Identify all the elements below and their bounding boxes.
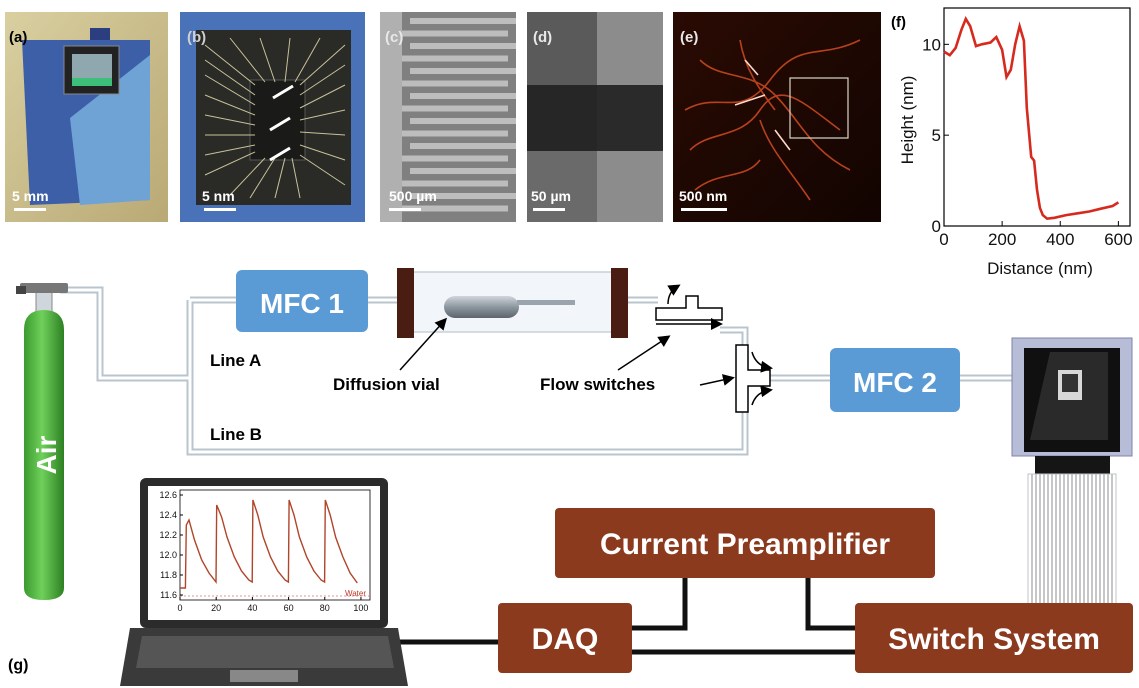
electrode-finger <box>410 18 516 24</box>
y-tick-label: 12.2 <box>159 530 177 540</box>
panel-c-scale-bar <box>389 208 421 211</box>
panel-e: (e) 500 nm <box>673 12 881 222</box>
y-tick-label: 11.8 <box>160 570 177 580</box>
preamp-box: Current Preamplifier <box>555 508 935 578</box>
panel-e-scale-bar <box>681 208 727 211</box>
panel-d-scale-bar <box>533 208 565 211</box>
electrode-finger <box>402 80 508 87</box>
y-tick-label: 12.6 <box>159 490 177 500</box>
sensor-package <box>1011 337 1133 605</box>
f-ylabel: Height (nm) <box>898 76 917 165</box>
mfc2-label: MFC 2 <box>853 367 937 398</box>
line-b-label: Line B <box>210 425 262 444</box>
preamp-label: Current Preamplifier <box>600 528 890 561</box>
y-tick-label: 0 <box>932 217 941 236</box>
panel-b-tag: (b) <box>187 29 206 46</box>
daq-label: DAQ <box>532 623 599 656</box>
panel-a-tag: (a) <box>9 29 27 46</box>
x-tick-label: 200 <box>988 230 1016 249</box>
electrode-finger <box>402 155 508 162</box>
switch-system-box: Switch System <box>855 603 1133 673</box>
x-tick-label: 400 <box>1046 230 1074 249</box>
diffusion-vial <box>444 296 519 318</box>
panel-f-chart: (f) Distance (nm) Height (nm) 0 200 400 600… <box>891 7 1133 278</box>
f-xlabel: Distance (nm) <box>987 259 1093 278</box>
panel-a-scale: 5 mm <box>12 188 49 204</box>
x-tick-label: 40 <box>247 603 257 613</box>
panel-d-scale: 50 µm <box>531 188 571 204</box>
diffusion-vial-label: Diffusion vial <box>333 375 440 394</box>
y-tick-label: 11.6 <box>160 590 177 600</box>
mfc2-box: MFC 2 <box>830 348 960 412</box>
daq-box: DAQ <box>498 603 632 673</box>
panel-e-tag: (e) <box>680 29 698 46</box>
flow-switches-label: Flow switches <box>540 375 655 394</box>
panel-g: Air MFC 1 MFC 2 <box>8 268 1133 686</box>
panel-g-tag: (g) <box>8 657 28 674</box>
mfc1-label: MFC 1 <box>260 288 344 319</box>
electrode-finger <box>402 55 508 62</box>
laptop <box>120 478 408 686</box>
plot-frame <box>179 489 371 601</box>
flow-switch-2 <box>735 344 773 413</box>
panel-b-scale-bar <box>204 208 236 211</box>
flow-switch-1 <box>655 284 723 330</box>
y-tick-label: 5 <box>932 126 941 145</box>
panel-f-tag: (f) <box>891 14 906 31</box>
legend-label: Water <box>345 589 366 598</box>
x-tick-label: 80 <box>320 603 330 613</box>
y-tick-label: 10 <box>922 35 941 54</box>
electrode-finger <box>402 30 508 37</box>
x-tick-label: 600 <box>1104 230 1132 249</box>
series-line <box>943 15 1120 221</box>
electrode-finger <box>402 130 508 137</box>
laptop-screen-chart: 0 20 40 60 80 100 11.6 11.8 12.0 12.2 12.4 12.6 Wate… <box>159 489 371 613</box>
panel-c-scale: 500 µm <box>389 188 437 204</box>
electrode-finger <box>402 205 508 212</box>
electrode-finger <box>410 168 516 174</box>
x-tick-label: 100 <box>353 603 368 613</box>
mfc1-box: MFC 1 <box>236 270 368 332</box>
x-tick-label: 20 <box>211 603 221 613</box>
y-tick-label: 12.4 <box>159 510 177 520</box>
panel-b: (b) 5 nm <box>180 12 365 222</box>
panel-b-scale: 5 nm <box>202 188 235 204</box>
signal-cables <box>388 578 855 655</box>
electrode-finger <box>410 118 516 124</box>
electrode-finger <box>410 143 516 149</box>
air-label: Air <box>31 435 62 474</box>
panel-a-scale-bar <box>14 208 46 211</box>
electrode-finger <box>410 43 516 49</box>
line-a-label: Line A <box>210 351 261 370</box>
diffusion-chamber <box>397 268 628 338</box>
panel-d: (d) 50 µm <box>527 12 663 222</box>
x-tick-label: 60 <box>284 603 294 613</box>
panel-e-scale: 500 nm <box>679 188 727 204</box>
air-cylinder: Air <box>16 283 68 600</box>
panel-d-tag: (d) <box>533 29 552 46</box>
panel-a: (a) 5 mm <box>5 12 168 222</box>
x-tick-label: 0 <box>939 230 948 249</box>
y-tick-label: 12.0 <box>159 550 177 560</box>
plot-frame <box>943 7 1131 227</box>
electrode-finger <box>402 180 508 187</box>
electrode-finger <box>410 68 516 74</box>
electrode-finger <box>410 193 516 199</box>
electrode-finger <box>402 105 508 112</box>
switch-system-label: Switch System <box>888 623 1100 656</box>
panel-c: (c) 500 µm <box>380 12 516 222</box>
x-tick-label: 0 <box>177 603 182 613</box>
electrode-finger <box>410 93 516 99</box>
panel-c-tag: (c) <box>385 29 403 46</box>
series-line <box>180 499 358 589</box>
